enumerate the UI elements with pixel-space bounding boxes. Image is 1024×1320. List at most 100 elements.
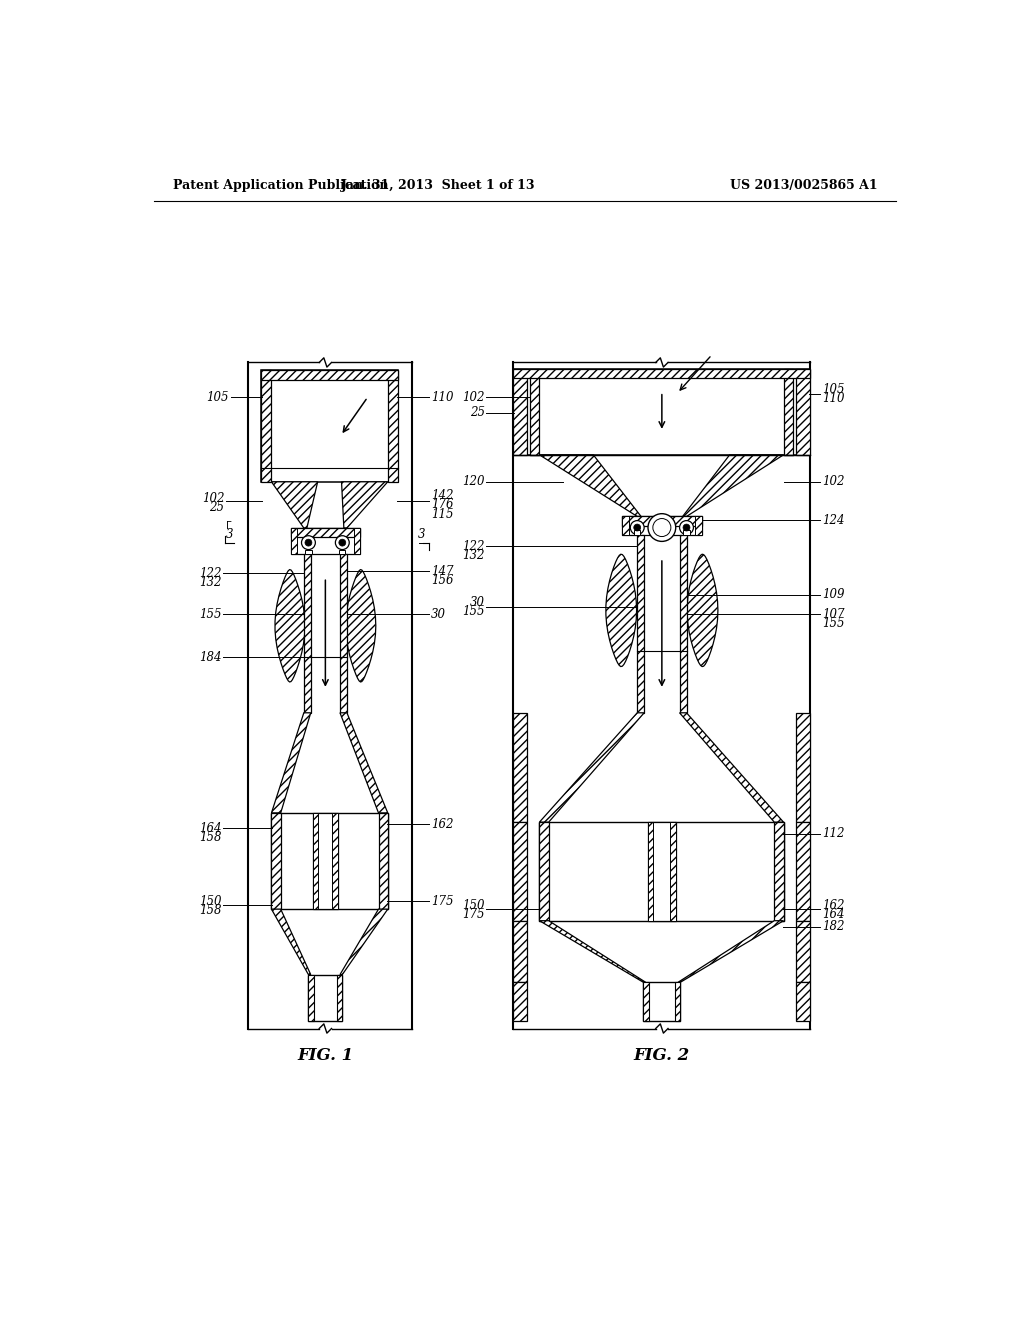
Circle shape bbox=[336, 536, 349, 549]
Text: 105: 105 bbox=[822, 383, 845, 396]
Circle shape bbox=[631, 520, 644, 535]
Polygon shape bbox=[337, 974, 342, 1020]
Polygon shape bbox=[783, 368, 793, 455]
Text: 3: 3 bbox=[418, 528, 425, 541]
Text: 176: 176 bbox=[431, 499, 454, 511]
Text: 164: 164 bbox=[199, 822, 221, 834]
Text: 158: 158 bbox=[199, 904, 221, 917]
Text: 164: 164 bbox=[822, 908, 845, 921]
Polygon shape bbox=[513, 822, 527, 921]
Text: 112: 112 bbox=[822, 828, 845, 841]
Polygon shape bbox=[683, 455, 783, 516]
Circle shape bbox=[301, 536, 315, 549]
Polygon shape bbox=[304, 554, 310, 713]
Text: 155: 155 bbox=[199, 607, 221, 620]
Text: 110: 110 bbox=[822, 392, 845, 405]
Text: FIG. 2: FIG. 2 bbox=[634, 1047, 690, 1064]
Polygon shape bbox=[379, 813, 388, 909]
Polygon shape bbox=[675, 982, 680, 1020]
Circle shape bbox=[653, 519, 671, 536]
Text: 150: 150 bbox=[199, 895, 221, 908]
Text: 156: 156 bbox=[431, 574, 454, 587]
Polygon shape bbox=[271, 482, 317, 528]
Circle shape bbox=[305, 539, 312, 546]
Polygon shape bbox=[308, 974, 313, 1020]
Text: 102: 102 bbox=[462, 391, 484, 404]
Text: 147: 147 bbox=[431, 565, 454, 578]
Text: 182: 182 bbox=[822, 920, 845, 933]
Polygon shape bbox=[637, 535, 644, 713]
Text: 122: 122 bbox=[462, 540, 484, 553]
Polygon shape bbox=[513, 921, 527, 982]
Polygon shape bbox=[695, 516, 701, 535]
Polygon shape bbox=[680, 713, 783, 822]
Text: 122: 122 bbox=[199, 566, 221, 579]
Text: 102: 102 bbox=[202, 492, 224, 506]
Bar bbox=[305, 549, 311, 554]
Polygon shape bbox=[622, 516, 629, 535]
Polygon shape bbox=[540, 921, 646, 982]
Text: 124: 124 bbox=[822, 513, 845, 527]
Text: 30: 30 bbox=[470, 597, 484, 610]
Text: 120: 120 bbox=[462, 475, 484, 488]
Polygon shape bbox=[340, 909, 388, 974]
Polygon shape bbox=[261, 370, 397, 380]
Bar bbox=[313, 813, 338, 909]
Polygon shape bbox=[388, 370, 397, 482]
Text: 107: 107 bbox=[822, 607, 845, 620]
Circle shape bbox=[680, 520, 693, 535]
Polygon shape bbox=[513, 982, 527, 1020]
Text: 132: 132 bbox=[462, 549, 484, 562]
Text: Patent Application Publication: Patent Application Publication bbox=[173, 178, 388, 191]
Text: 175: 175 bbox=[462, 908, 484, 921]
Circle shape bbox=[339, 539, 346, 546]
Polygon shape bbox=[340, 554, 347, 713]
Text: 25: 25 bbox=[470, 407, 484, 418]
Polygon shape bbox=[530, 368, 540, 455]
Polygon shape bbox=[271, 713, 310, 813]
Polygon shape bbox=[671, 822, 676, 921]
Text: Jan. 31, 2013  Sheet 1 of 13: Jan. 31, 2013 Sheet 1 of 13 bbox=[341, 178, 536, 191]
Polygon shape bbox=[346, 570, 376, 682]
Polygon shape bbox=[340, 713, 388, 813]
Text: 109: 109 bbox=[822, 589, 845, 602]
Text: 162: 162 bbox=[431, 818, 454, 832]
Polygon shape bbox=[606, 554, 637, 667]
Polygon shape bbox=[643, 982, 649, 1020]
Polygon shape bbox=[354, 528, 360, 554]
Bar bbox=[540, 822, 783, 921]
Bar bbox=[643, 982, 680, 1020]
Polygon shape bbox=[261, 370, 271, 482]
Polygon shape bbox=[796, 713, 810, 822]
Polygon shape bbox=[271, 909, 310, 974]
Polygon shape bbox=[342, 482, 388, 528]
Text: 155: 155 bbox=[462, 606, 484, 619]
Text: 142: 142 bbox=[431, 490, 454, 502]
Bar bbox=[261, 370, 397, 482]
Bar bbox=[513, 368, 810, 455]
Bar bbox=[271, 813, 388, 909]
Bar bbox=[339, 549, 345, 554]
Text: 184: 184 bbox=[199, 651, 221, 664]
Polygon shape bbox=[540, 822, 549, 921]
Circle shape bbox=[634, 524, 641, 531]
Text: 30: 30 bbox=[431, 607, 445, 620]
Bar bbox=[634, 531, 640, 535]
Polygon shape bbox=[333, 813, 338, 909]
Polygon shape bbox=[648, 822, 653, 921]
Polygon shape bbox=[680, 535, 686, 713]
Polygon shape bbox=[678, 921, 783, 982]
Polygon shape bbox=[313, 813, 318, 909]
Polygon shape bbox=[271, 813, 281, 909]
Text: 102: 102 bbox=[822, 475, 845, 488]
Circle shape bbox=[648, 513, 676, 541]
Text: 162: 162 bbox=[822, 899, 845, 912]
Text: 132: 132 bbox=[199, 576, 221, 589]
Polygon shape bbox=[513, 713, 527, 822]
Bar bbox=[308, 974, 342, 1020]
Polygon shape bbox=[291, 528, 297, 554]
Polygon shape bbox=[796, 822, 810, 921]
Polygon shape bbox=[513, 368, 810, 378]
Polygon shape bbox=[796, 921, 810, 982]
Polygon shape bbox=[540, 455, 641, 516]
